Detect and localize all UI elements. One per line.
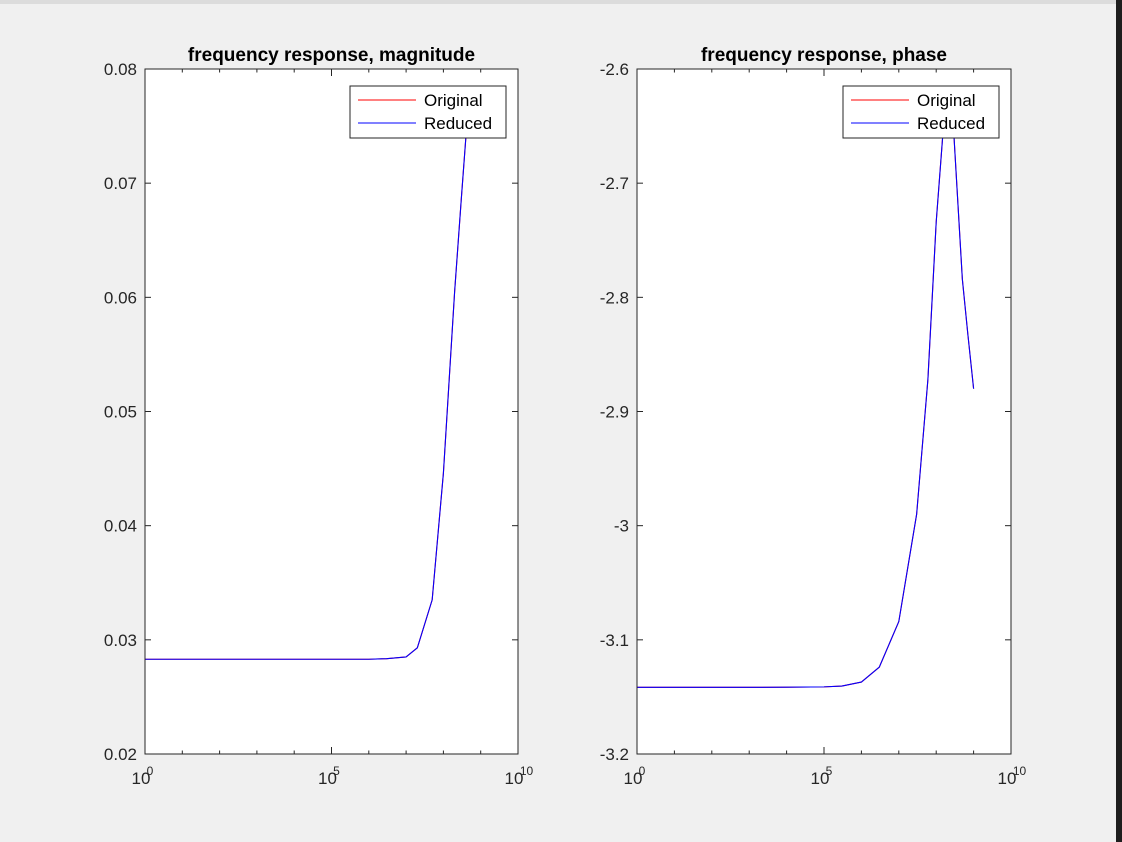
y-tick-label: -2.6 [600, 60, 629, 79]
x-tick-exponent: 10 [1013, 764, 1027, 778]
axes-box [636, 68, 1012, 755]
legend-box [349, 85, 507, 139]
plot-area [145, 69, 518, 754]
x-tick-label: 10 [811, 769, 830, 788]
y-tick-label: -3.1 [600, 631, 629, 650]
x-tick-exponent: 0 [639, 764, 646, 778]
chart-title: frequency response, magnitude [188, 45, 475, 66]
x-tick-exponent: 5 [826, 764, 833, 778]
y-tick-label: -2.7 [600, 174, 629, 193]
x-tick-label: 10 [318, 769, 337, 788]
legend-box [842, 85, 1000, 139]
x-tick-exponent: 10 [520, 764, 534, 778]
legend-label-original: Original [424, 91, 483, 110]
x-tick-exponent: 5 [333, 764, 340, 778]
y-tick-label: 0.07 [104, 174, 137, 193]
y-tick-label: -3.2 [600, 745, 629, 764]
window-top-edge [0, 0, 1122, 4]
y-tick-label: 0.02 [104, 745, 137, 764]
plot-area [637, 69, 1011, 754]
y-tick-label: 0.08 [104, 60, 137, 79]
y-tick-label: 0.03 [104, 631, 137, 650]
x-tick-label: 10 [505, 769, 524, 788]
axes-box [144, 68, 519, 755]
y-tick-label: -2.8 [600, 288, 629, 307]
x-tick-exponent: 0 [147, 764, 154, 778]
series-line-reduced [145, 137, 467, 660]
y-tick-label: -3 [614, 517, 629, 536]
y-tick-label: -2.9 [600, 403, 629, 422]
x-tick-label: 10 [624, 769, 643, 788]
x-tick-label: 10 [132, 769, 151, 788]
legend: Original Reduced [842, 85, 1000, 139]
legend-label-reduced: Reduced [917, 114, 985, 133]
chart-title: frequency response, phase [701, 45, 947, 66]
legend: Original Reduced [349, 85, 507, 139]
legend-label-original: Original [917, 91, 976, 110]
y-tick-label: 0.06 [104, 288, 137, 307]
y-tick-label: 0.04 [104, 517, 137, 536]
legend-label-reduced: Reduced [424, 114, 492, 133]
window-right-edge [1116, 0, 1122, 842]
x-tick-label: 10 [998, 769, 1017, 788]
y-tick-label: 0.05 [104, 403, 137, 422]
